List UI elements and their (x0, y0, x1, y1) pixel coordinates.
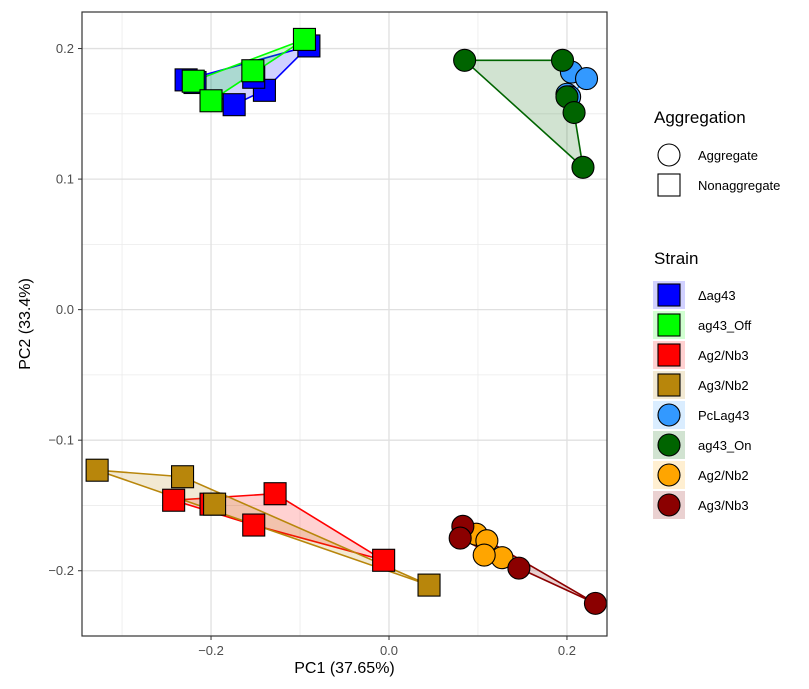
legend-key-ag43 (657, 283, 681, 307)
point-ag2-nb3 (242, 513, 266, 537)
point-ag3-nb2 (85, 458, 109, 482)
legend-key-ag43-off (657, 313, 681, 337)
legend-key-ag43-on (657, 433, 681, 457)
x-tick-label: −0.2 (198, 643, 224, 658)
legend-key-ag2-nb3 (657, 343, 681, 367)
point-ag3-nb2 (417, 573, 441, 597)
point-ag2-nb3 (263, 482, 287, 506)
y-axis-ticks: −0.2 −0.1 0.0 0.1 0.2 (48, 41, 82, 578)
y-tick-label: 0.0 (56, 302, 74, 317)
legend-label-pclag43: PcLag43 (698, 408, 749, 423)
point-ag43-on (550, 48, 575, 72)
panel-border (81, 11, 608, 637)
y-tick-label: 0.1 (56, 172, 74, 187)
legend-label-ag3-nb3: Ag3/Nb3 (698, 498, 749, 513)
legend-key-ag3-nb2 (657, 373, 681, 397)
legend-label: Aggregate (698, 148, 758, 163)
legend-label-ag2-nb2: Ag2/Nb2 (698, 468, 749, 483)
y-tick-label: 0.2 (56, 41, 74, 56)
x-tick-label: 0.2 (558, 643, 576, 658)
legend-key-square (657, 173, 681, 197)
legend-label-ag3-nb2: Ag3/Nb2 (698, 378, 749, 393)
legend-label-ag2-nb3: Ag2/Nb3 (698, 348, 749, 363)
legend-strain: Strain Δag43 ag43_Off Ag2/Nb3 Ag3/Nb2 PcLag43… (653, 249, 752, 519)
legend-label-ag43: Δag43 (698, 288, 736, 303)
legend-strain-title: Strain (654, 249, 698, 268)
legend-key-ag3-nb3 (657, 493, 681, 517)
legend-label-ag43-on: ag43_On (698, 438, 752, 453)
point-ag43-off (241, 59, 265, 83)
point-ag43-on (562, 100, 586, 125)
point-ag3-nb3 (448, 526, 472, 550)
point-pclag43 (574, 67, 599, 91)
point-ag43-on (571, 155, 595, 179)
point-ag3-nb3 (507, 556, 531, 580)
x-tick-label: 0.0 (380, 643, 398, 658)
point-ag43-off (292, 27, 317, 51)
legend-aggregation: Aggregation Aggregate Nonaggregate (654, 108, 780, 197)
legend-key-pclag43 (657, 403, 681, 427)
point-ag3-nb2 (171, 465, 195, 489)
legend-aggregation-title: Aggregation (654, 108, 746, 127)
point-ag3-nb2 (203, 492, 227, 516)
legend-label-ag43-off: ag43_Off (698, 318, 752, 333)
point-ag3-nb3 (583, 591, 607, 615)
point-ag43 (222, 93, 246, 117)
legend-key-circle (657, 143, 681, 167)
point-ag2-nb3 (372, 548, 396, 572)
x-axis-title: PC1 (37.65%) (294, 660, 395, 677)
legend-key-ag2-nb2 (657, 463, 681, 487)
y-tick-label: −0.2 (48, 563, 74, 578)
point-ag43-off (181, 69, 205, 93)
point-ag43-on (453, 48, 477, 72)
legend-label: Nonaggregate (698, 178, 780, 193)
y-tick-label: −0.1 (48, 433, 74, 448)
y-axis-title: PC2 (33.4%) (17, 278, 34, 370)
point-ag2-nb2 (472, 543, 496, 567)
x-axis-ticks: −0.2 0.0 0.2 (198, 636, 576, 658)
point-ag2-nb3 (162, 488, 186, 512)
grid (82, 12, 607, 636)
point-ag43-off (199, 89, 223, 113)
hulls (96, 38, 596, 605)
